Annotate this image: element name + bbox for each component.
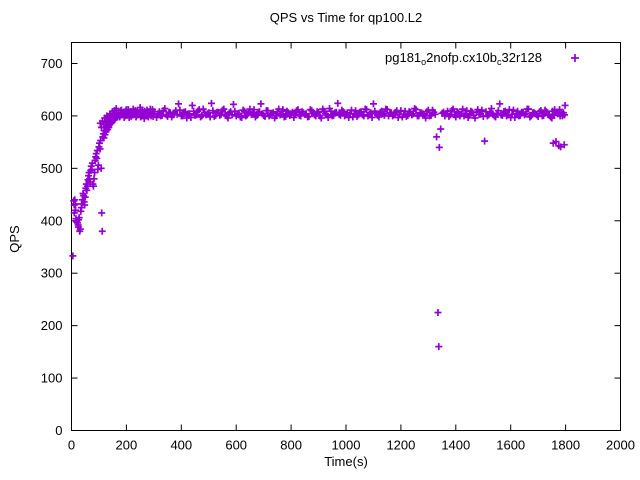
x-axis-label: Time(s): [324, 454, 368, 469]
y-tick-label: 200: [41, 318, 63, 333]
legend: pg181o2nofp.cx10bc32r128: [385, 50, 579, 67]
x-tick-label: 800: [280, 438, 302, 453]
x-tick-label: 2000: [606, 438, 635, 453]
y-tick-label: 400: [41, 213, 63, 228]
x-axis-ticks: 0 200 400 600 800 1000 1200 1400 1600 1800 2000: [68, 42, 635, 453]
x-tick-label: 1800: [551, 438, 580, 453]
legend-subscript: o: [421, 57, 426, 67]
legend-series-label: pg181o2nofp.cx10bc32r128: [385, 50, 542, 67]
legend-text-part: 2nofp.cx10b: [426, 50, 497, 65]
y-tick-label: 100: [41, 371, 63, 386]
y-tick-label: 700: [41, 56, 63, 71]
y-tick-label: 500: [41, 161, 63, 176]
x-tick-label: 200: [116, 438, 138, 453]
x-tick-label: 600: [225, 438, 247, 453]
x-tick-label: 400: [170, 438, 192, 453]
x-tick-label: 1000: [332, 438, 361, 453]
y-axis-label: QPS: [7, 225, 22, 253]
y-tick-label: 600: [41, 108, 63, 123]
plot-frame: [71, 42, 621, 431]
y-tick-label: 300: [41, 266, 63, 281]
legend-subscript: c: [497, 57, 502, 67]
legend-text-part: 32r128: [502, 50, 542, 65]
data-point-group: [69, 99, 569, 351]
y-tick-label: 0: [55, 423, 62, 438]
chart-title: QPS vs Time for qp100.L2: [270, 10, 422, 25]
x-tick-label: 1600: [496, 438, 525, 453]
y-axis-ticks: 0 100 200 300 400 500 600 700: [41, 56, 621, 438]
x-tick-label: 1200: [386, 438, 415, 453]
x-tick-label: 1400: [441, 438, 470, 453]
legend-text-part: pg181: [385, 50, 421, 65]
legend-marker-plus: [571, 54, 579, 62]
x-tick-label: 0: [68, 438, 75, 453]
